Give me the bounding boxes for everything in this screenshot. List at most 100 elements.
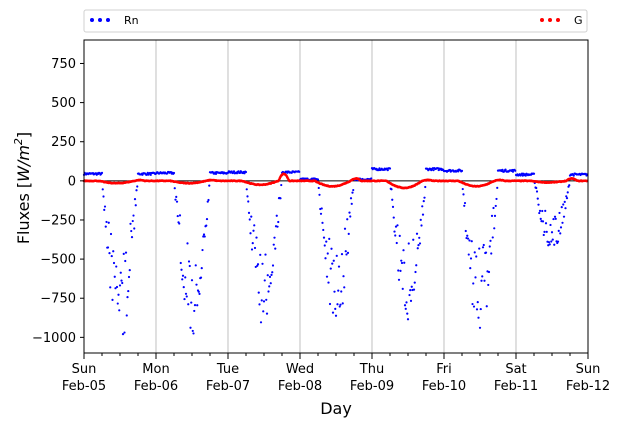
rn-point — [422, 199, 425, 203]
rn-point — [265, 298, 268, 301]
rn-point — [475, 308, 479, 311]
rn-point — [466, 237, 470, 240]
rn-point — [495, 197, 498, 201]
rn-point — [112, 261, 116, 265]
rn-point — [328, 302, 332, 306]
rn-point — [544, 222, 548, 225]
rn-point — [485, 305, 488, 308]
rn-point — [194, 264, 197, 267]
legend-label-g: G — [574, 14, 583, 27]
rn-point — [410, 285, 413, 288]
legend-entry-g: G — [540, 14, 583, 27]
rn-point — [478, 326, 482, 329]
rn-point — [121, 281, 124, 285]
rn-point — [116, 302, 119, 305]
rn-point — [559, 226, 563, 229]
rn-point — [265, 312, 269, 315]
rn-point — [400, 261, 404, 265]
rn-point — [199, 276, 203, 279]
y-axis-title-suffix: ] — [14, 132, 33, 138]
rn-point — [416, 247, 419, 250]
rn-point — [331, 262, 334, 265]
y-tick-label: 500 — [51, 96, 76, 111]
rn-point — [489, 239, 492, 242]
y-axis-title-prefix: Fluxes [ — [14, 182, 33, 244]
rn-point — [549, 223, 552, 227]
rn-point — [193, 304, 197, 307]
rn-point — [201, 248, 204, 252]
rn-point — [409, 289, 412, 292]
rn-point — [564, 207, 567, 210]
rn-point — [205, 217, 209, 221]
rn-point — [230, 170, 233, 173]
rn-point — [306, 177, 309, 180]
grid — [155, 40, 517, 353]
rn-point — [250, 248, 254, 251]
rn-point — [256, 263, 260, 266]
rn-point — [476, 301, 479, 304]
rn-point — [109, 286, 112, 289]
rn-point — [197, 290, 200, 293]
rn-point — [244, 170, 248, 174]
rn-point — [254, 265, 257, 269]
rn-point — [399, 269, 402, 272]
rn-point — [190, 301, 193, 304]
rn-point — [259, 321, 263, 324]
rn-point — [468, 239, 471, 242]
rn-point — [488, 245, 491, 248]
rn-point — [388, 167, 392, 170]
rn-point — [123, 331, 126, 334]
rn-point — [178, 222, 181, 225]
rn-point — [100, 171, 104, 174]
rn-point — [264, 253, 267, 256]
rn-point — [130, 236, 134, 239]
rn-point — [396, 224, 399, 227]
rn-point — [347, 232, 350, 235]
rn-point — [490, 214, 494, 217]
rn-point — [325, 240, 328, 243]
rn-point — [132, 214, 135, 217]
x-tick-label-day: Wed — [286, 362, 314, 377]
rn-point — [321, 221, 324, 224]
rn-point — [111, 298, 114, 301]
rn-point — [322, 236, 326, 239]
rn-point — [271, 271, 274, 274]
rn-point — [175, 195, 178, 198]
rn-point — [398, 234, 401, 238]
rn-point — [189, 326, 192, 329]
rn-point — [118, 284, 122, 287]
rn-point — [245, 188, 248, 191]
rn-point — [545, 230, 548, 233]
rn-point — [320, 207, 323, 210]
rn-point — [346, 251, 350, 254]
rn-point — [537, 203, 540, 206]
rn-point — [348, 211, 351, 214]
rn-point — [188, 264, 191, 268]
rn-point — [401, 287, 404, 290]
rn-point — [460, 169, 464, 172]
rn-point — [406, 318, 410, 321]
y-tick-label: −1000 — [32, 331, 76, 346]
y-tick-label: 0 — [68, 174, 76, 189]
rn-point — [247, 211, 251, 214]
rn-point — [263, 279, 266, 282]
rn-point — [130, 229, 133, 233]
rn-point — [203, 235, 206, 238]
rn-point — [559, 232, 562, 235]
rn-point — [472, 305, 476, 308]
rn-point — [539, 217, 542, 220]
rn-point — [496, 186, 499, 189]
rn-point — [269, 282, 272, 285]
y-tick-label: −500 — [40, 253, 76, 268]
rn-point — [566, 191, 569, 194]
rn-point — [335, 254, 338, 257]
legend-frame — [83, 9, 588, 33]
rn-point — [176, 214, 179, 218]
rn-point — [393, 230, 396, 233]
rn-point — [557, 229, 560, 232]
rn-point — [469, 257, 473, 260]
rn-point — [124, 251, 128, 254]
rn-point — [247, 200, 250, 203]
rn-point — [352, 188, 355, 192]
rn-point — [392, 216, 395, 219]
